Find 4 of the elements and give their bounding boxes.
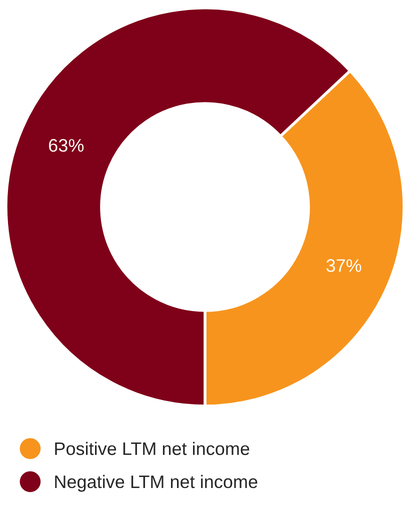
legend-label: Negative LTM net income — [55, 474, 258, 492]
data-label: 37% — [326, 259, 362, 272]
data-label: 63% — [49, 138, 84, 152]
legend-label: Positive LTM net income — [55, 442, 250, 456]
